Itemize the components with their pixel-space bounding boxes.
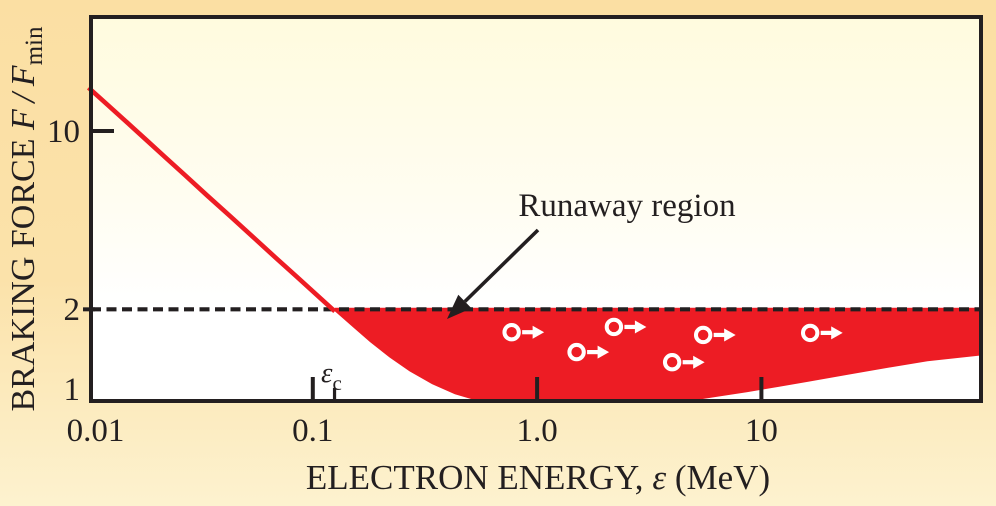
braking-force-curve (86, 85, 337, 314)
electron-icon (662, 353, 705, 372)
arrow-shaft (463, 228, 540, 303)
electron-icon (567, 342, 610, 362)
x-tick-label: 10 (745, 413, 778, 449)
runaway-annotation-arrow (447, 228, 540, 319)
axis-ticks: 0.01 0.1 1.0 10 1 2 10 (47, 114, 778, 449)
electron-icon (604, 317, 647, 337)
x-tick-label: 0.01 (67, 413, 125, 449)
critical-energy-label: εc (321, 357, 342, 395)
electron-icon (800, 323, 843, 343)
runaway-region-fill (334, 307, 982, 401)
runaway-region-label: Runaway region (518, 188, 735, 224)
electron-symbols (502, 317, 843, 372)
electron-icon (502, 323, 545, 342)
electron-icon (693, 325, 736, 345)
x-tick-label: 0.1 (292, 413, 333, 449)
y-tick-label: 10 (47, 114, 80, 150)
arrow-head-icon (447, 294, 472, 319)
x-axis-title: ELECTRON ENERGY, ε (MeV) (306, 458, 770, 497)
y-tick-label: 1 (64, 372, 81, 408)
x-tick-label: 1.0 (516, 413, 557, 449)
epsilon-subscript: c (332, 371, 341, 395)
y-tick-label: 2 (64, 292, 81, 328)
epsilon-symbol: ε (321, 357, 333, 389)
y-axis-title: BRAKING FORCE F / Fmin (5, 26, 48, 411)
